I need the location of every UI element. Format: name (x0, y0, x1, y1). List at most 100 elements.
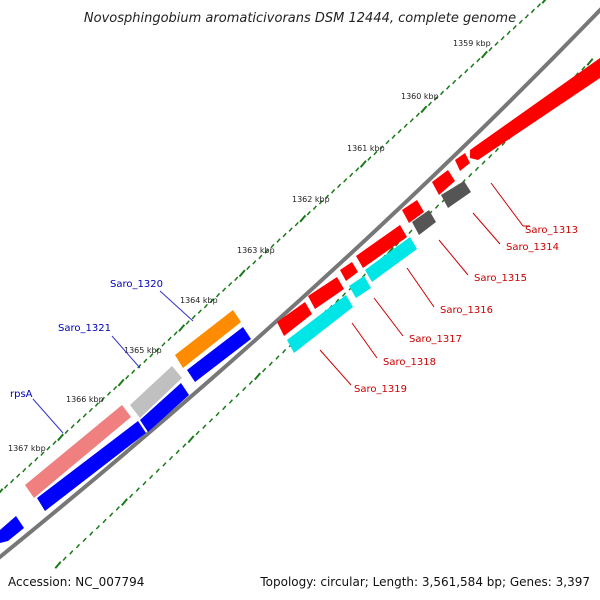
label-rpsA[interactable]: rpsA (10, 389, 33, 400)
ruler-tick (373, 150, 378, 156)
ruler-tick (64, 429, 69, 435)
label-saro-1321[interactable]: Saro_1321 (58, 323, 111, 334)
ruler-tick (415, 112, 420, 118)
ruler-tick (202, 424, 207, 429)
ruler-tick (494, 41, 499, 47)
ruler-tick (330, 189, 336, 194)
gene-saro-1317[interactable] (412, 210, 436, 235)
label-saro-1313[interactable]: Saro_1313 (525, 225, 578, 236)
ruler-tick (131, 369, 136, 375)
ruler-tick (318, 199, 324, 205)
ruler-tick (524, 14, 529, 19)
ruler-tick (481, 160, 486, 165)
ruler-tick (222, 405, 227, 411)
label-saro-1314[interactable]: Saro_1314 (506, 242, 559, 253)
kbp-label-1362: 1362 kbp (292, 195, 330, 204)
ruler-tick (112, 385, 118, 391)
ruler-tick (54, 561, 62, 569)
ruler-tick (242, 386, 247, 392)
gene-features (0, 58, 600, 543)
label-saro-1320[interactable]: Saro_1320 (110, 279, 163, 290)
ruler-tick (137, 363, 142, 369)
leader-saro-1321 (111, 335, 141, 369)
label-saro-1317[interactable]: Saro_1317 (409, 334, 462, 345)
ruler-tick (69, 550, 74, 555)
gene-labels: Saro_1313 Saro_1314 Saro_1315 Saro_1316 … (10, 225, 578, 400)
gene-saro-1319b[interactable] (349, 276, 371, 298)
gene-saro-1318a[interactable] (402, 200, 424, 223)
ruler-tick (474, 166, 480, 172)
gene-rpsA[interactable] (25, 405, 131, 498)
ruler-tick (446, 85, 451, 90)
label-saro-1318[interactable]: Saro_1318 (383, 357, 436, 368)
gene-saro-1319c[interactable] (287, 295, 353, 353)
ruler-tick (109, 512, 114, 517)
gene-blue-1[interactable] (187, 327, 251, 382)
ruler-tick (215, 411, 220, 417)
ruler-tick (76, 418, 81, 424)
ruler-tick (215, 292, 221, 298)
ruler-tick (434, 204, 440, 209)
ruler-tick (403, 123, 408, 129)
ruler-tick (75, 543, 81, 549)
ruler-tick (349, 172, 354, 178)
gene-saro-1314[interactable] (455, 153, 470, 171)
kbp-label-1359: 1359 kbp (453, 39, 491, 48)
label-saro-1315[interactable]: Saro_1315 (474, 273, 527, 284)
ruler-tick (391, 134, 396, 139)
gene-saro-1320[interactable] (175, 310, 241, 368)
ruler-tick (40, 451, 45, 457)
ruler-tick (458, 74, 463, 79)
ruler-tick (270, 243, 275, 249)
ruler-tick (409, 117, 414, 123)
ruler-tick (62, 556, 67, 561)
gene-saro-1315[interactable] (441, 181, 471, 208)
ruler-tick (115, 506, 120, 511)
gene-saro-1313[interactable] (470, 58, 600, 160)
ruler-tick (282, 348, 287, 354)
ruler-tick (470, 63, 475, 68)
gene-saro-1318d[interactable] (308, 277, 344, 309)
gene-saro-1318b[interactable] (356, 225, 407, 268)
ruler-tick (385, 139, 390, 145)
leader-saro-1316 (406, 267, 435, 308)
ruler-tick (0, 488, 4, 494)
ruler-tick (299, 214, 307, 223)
ruler-tick (161, 342, 166, 347)
label-saro-1316[interactable]: Saro_1316 (440, 305, 493, 316)
ruler-tick (294, 221, 299, 227)
label-saro-1319[interactable]: Saro_1319 (354, 384, 407, 395)
gene-blue-4[interactable] (0, 516, 24, 543)
ruler-tick (175, 449, 180, 455)
ruler-tick (420, 105, 428, 114)
gene-saro-1319a[interactable] (365, 237, 417, 282)
gene-saro-1318c[interactable] (340, 262, 358, 281)
ruler-tick (129, 493, 134, 499)
ruler-tick (476, 57, 481, 63)
ruler-tick (155, 468, 160, 473)
ruler-tick (258, 254, 263, 260)
ruler-tick (135, 487, 140, 492)
ruler-tick (359, 160, 367, 168)
gene-saro-1316[interactable] (432, 170, 455, 195)
ruler-tick (468, 172, 473, 178)
ruler-tick (117, 378, 125, 387)
ruler-tick (512, 25, 517, 30)
kbp-label-1365: 1365 kbp (124, 346, 162, 355)
gene-blue-3[interactable] (37, 421, 146, 511)
ruler-tick (22, 467, 27, 473)
gene-saro-1318e[interactable] (277, 302, 312, 336)
ruler-tick (586, 58, 594, 66)
gene-blue-2[interactable] (140, 383, 189, 432)
ruler-tick (312, 205, 317, 211)
ruler-tick (46, 445, 51, 451)
ruler-tick (208, 418, 214, 423)
ruler-tick (162, 462, 167, 467)
ruler-tick (3, 484, 9, 489)
leader-saro-1319 (319, 349, 352, 386)
kbp-label-1367: 1367 kbp (8, 444, 46, 453)
ruler-tick (501, 141, 506, 147)
ruler-tick (282, 232, 287, 238)
gene-saro-1321[interactable] (130, 366, 182, 418)
ruler-tick (106, 391, 112, 396)
